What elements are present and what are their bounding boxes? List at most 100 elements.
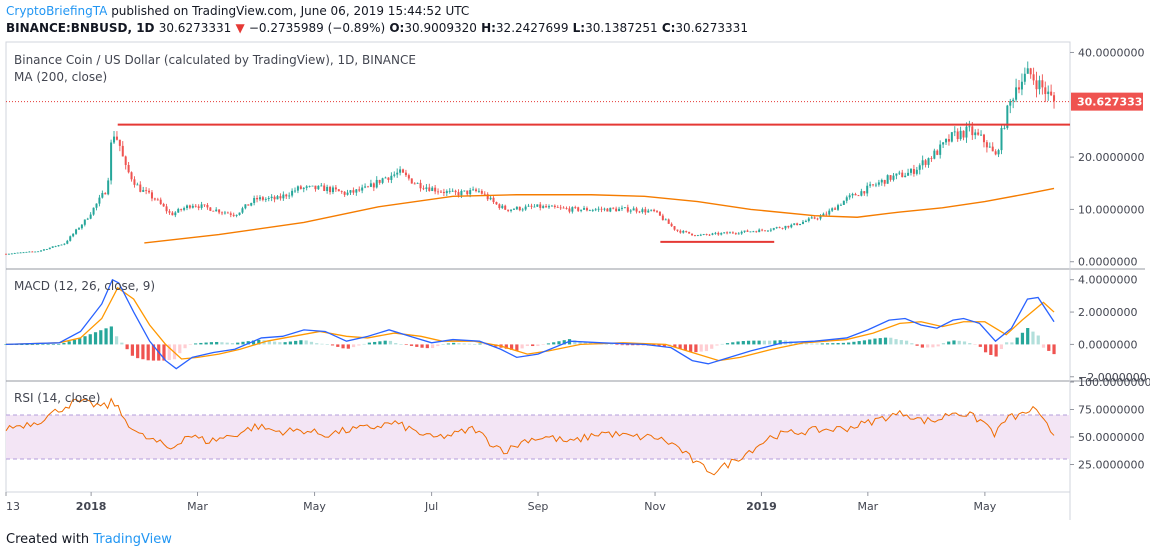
macd-histogram-bar — [78, 338, 82, 345]
macd-histogram-bar — [199, 342, 203, 345]
candle-body — [434, 187, 437, 192]
candle-body — [915, 169, 918, 174]
chart-canvas[interactable]: 0.0000000 10.0000000 20.0000000 40.0000000 3… — [0, 0, 1150, 530]
candle-body — [337, 189, 340, 192]
candle-body — [226, 212, 229, 214]
candle-body — [142, 190, 145, 192]
time-axis-tick-label: Sep — [528, 500, 549, 513]
candle-body — [980, 134, 983, 136]
candle-body — [518, 206, 521, 211]
candle-body — [1053, 95, 1056, 102]
candle-body — [296, 186, 299, 191]
candle-body — [276, 196, 279, 200]
candle-body — [603, 208, 606, 210]
candle-body — [51, 246, 54, 248]
candle-body — [153, 198, 156, 200]
candle-body — [113, 136, 116, 143]
candle-body — [428, 187, 431, 191]
macd-histogram-bar — [515, 344, 519, 351]
candle-body — [653, 209, 656, 212]
candle-body — [124, 156, 127, 165]
macd-histogram-bar — [541, 344, 545, 346]
macd-histogram-bar — [378, 341, 382, 345]
macd-histogram-bar — [931, 344, 935, 348]
candle-body — [1009, 101, 1012, 106]
tradingview-logo-link[interactable]: TradingView — [93, 532, 172, 547]
macd-histogram-bar — [531, 344, 535, 347]
macd-histogram-bar — [573, 340, 577, 345]
candle-body — [638, 211, 641, 213]
macd-histogram-bar — [209, 342, 213, 345]
candle-body — [799, 223, 802, 226]
candle-body — [831, 208, 834, 211]
candle-body — [629, 210, 632, 212]
candle-body — [1029, 68, 1032, 75]
candle-body — [13, 253, 16, 254]
candle-body — [921, 160, 924, 166]
macd-histogram-bar — [4, 344, 8, 346]
candle-body — [974, 132, 977, 136]
macd-histogram-bar — [373, 341, 377, 345]
price-pane-title: Binance Coin / US Dollar (calculated by … — [14, 53, 416, 67]
candle-body — [63, 243, 66, 245]
macd-histogram-bar — [631, 344, 635, 346]
candle-body — [939, 144, 942, 155]
candle-body — [504, 205, 507, 210]
macd-histogram-bar — [320, 343, 324, 345]
candle-body — [273, 196, 276, 200]
candle-body — [728, 232, 731, 234]
candle-body — [279, 196, 282, 199]
macd-histogram-bar — [689, 344, 693, 353]
candle-body — [1035, 80, 1038, 90]
candle-body — [66, 240, 69, 244]
candle-body — [45, 249, 48, 250]
candle-body — [475, 189, 478, 192]
candle-body — [810, 217, 813, 219]
candle-body — [215, 209, 218, 212]
macd-histogram-bar — [151, 344, 156, 361]
candle-body — [609, 207, 612, 212]
candle-body — [854, 193, 857, 196]
candle-body — [772, 228, 775, 230]
candle-body — [232, 214, 235, 216]
macd-histogram-bar — [357, 344, 361, 346]
candle-body — [1003, 127, 1006, 129]
time-axis-tick-label: May — [303, 500, 326, 513]
candle-body — [72, 233, 75, 237]
candle-body — [148, 190, 151, 193]
candle-body — [378, 179, 381, 183]
macd-histogram-bar — [404, 344, 408, 346]
candle-body — [801, 221, 804, 224]
time-axis-tick-label: Mar — [187, 500, 208, 513]
candle-body — [1023, 73, 1026, 82]
candle-body — [866, 185, 869, 194]
candle-body — [95, 203, 98, 208]
candle-body — [784, 225, 787, 229]
macd-histogram-bar — [883, 337, 888, 345]
macd-histogram-bar — [841, 342, 845, 345]
macd-histogram-bar — [1010, 342, 1014, 345]
macd-histogram-bar — [420, 344, 424, 348]
macd-histogram-bar — [41, 344, 45, 346]
candle-body — [256, 198, 259, 200]
candle-body — [77, 228, 80, 230]
candle-body — [656, 211, 659, 212]
candle-body — [431, 187, 434, 191]
candle-body — [691, 233, 694, 236]
macd-histogram-bar — [552, 342, 556, 345]
candle-body — [92, 207, 95, 215]
candle-body — [909, 169, 912, 173]
candle-body — [483, 193, 486, 195]
macd-histogram-bar — [130, 344, 134, 356]
created-with-text: Created with — [6, 532, 90, 547]
macd-histogram-bar — [625, 344, 630, 346]
candle-body — [953, 131, 956, 133]
candle-body — [69, 236, 72, 241]
macd-axis-tick-label: 0.0000000 — [1078, 338, 1138, 351]
author-link[interactable]: CryptoBriefingTA — [6, 4, 108, 18]
candle-body — [282, 194, 285, 199]
candle-body — [1000, 128, 1003, 151]
candle-body — [933, 150, 936, 159]
macd-histogram-bar — [425, 344, 429, 349]
macd-histogram-bar — [336, 344, 340, 347]
